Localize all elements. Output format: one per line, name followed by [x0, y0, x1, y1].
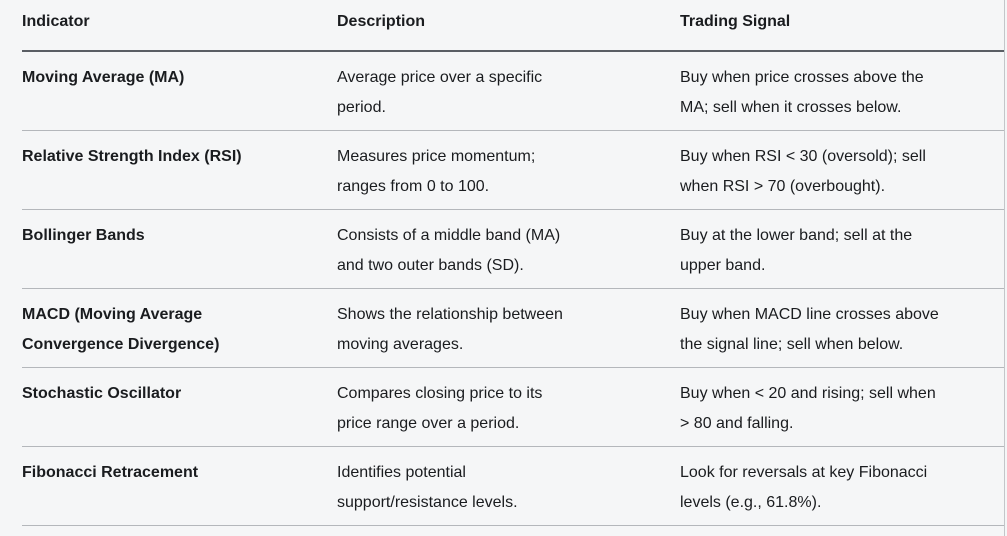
indicator-cell: MACD (Moving Average Convergence Diverge…	[22, 306, 220, 353]
indicators-table: Indicator Description Trading Signal Mov…	[22, 0, 1005, 536]
column-header-description: Description	[337, 13, 426, 30]
table-row: Stochastic Oscillator Compares closing p…	[22, 368, 1004, 447]
indicator-cell: Relative Strength Index (RSI)	[22, 148, 242, 165]
signal-cell: Look for reversals at key Fibonacci leve…	[680, 464, 928, 511]
column-header-indicator: Indicator	[22, 13, 90, 30]
description-cell: Consists of a middle band (MA) and two o…	[337, 227, 561, 274]
description-cell: Shows the relationship between moving av…	[337, 306, 563, 353]
description-cell: Average price over a specific period.	[337, 69, 543, 116]
signal-cell: Buy when RSI < 30 (oversold); sell when …	[680, 148, 926, 195]
description-cell: Identifies potential support/resistance …	[337, 464, 518, 511]
table-row: Fibonacci Retracement Identifies potenti…	[22, 447, 1004, 526]
column-header-trading-signal: Trading Signal	[680, 13, 791, 30]
table-row: Moving Average (MA) Average price over a…	[22, 52, 1004, 131]
indicator-cell: Fibonacci Retracement	[22, 464, 199, 481]
signal-cell: Buy when MACD line crosses above the sig…	[680, 306, 939, 353]
signal-cell: Buy at the lower band; sell at the upper…	[680, 227, 913, 274]
signal-cell: Buy when < 20 and rising; sell when > 80…	[680, 385, 936, 432]
table-body: Moving Average (MA) Average price over a…	[22, 52, 1004, 526]
indicator-cell: Bollinger Bands	[22, 227, 145, 244]
table-row: Relative Strength Index (RSI) Measures p…	[22, 131, 1004, 210]
table-row: Bollinger Bands Consists of a middle ban…	[22, 210, 1004, 289]
description-cell: Compares closing price to its price rang…	[337, 385, 543, 432]
table-row: MACD (Moving Average Convergence Diverge…	[22, 289, 1004, 368]
table-header-row: Indicator Description Trading Signal	[22, 0, 1004, 52]
indicator-cell: Moving Average (MA)	[22, 69, 185, 86]
indicator-cell: Stochastic Oscillator	[22, 385, 182, 402]
description-cell: Measures price momentum; ranges from 0 t…	[337, 148, 536, 195]
signal-cell: Buy when price crosses above the MA; sel…	[680, 69, 924, 116]
